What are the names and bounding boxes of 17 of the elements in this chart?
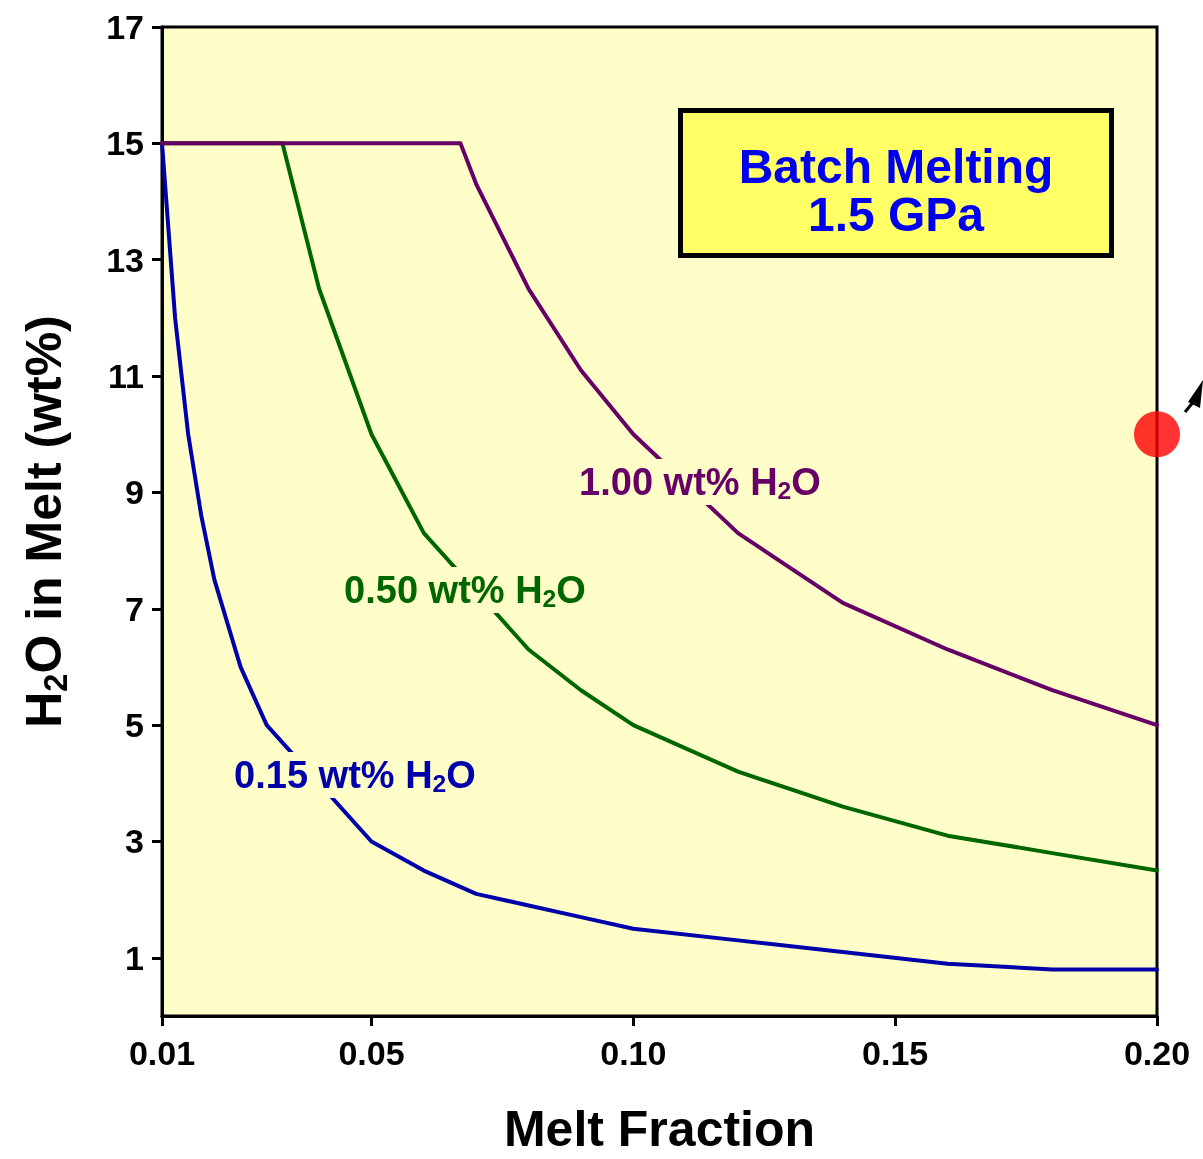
x-tick-label: 0.15 [862,1034,929,1072]
x-tick-label: 0.20 [1123,1034,1191,1072]
y-axis-title: H2O in Melt (wt%) [16,315,74,728]
y-tick-label: 1 [125,938,144,977]
line-series [160,141,1159,728]
y-tick-label: 17 [106,8,144,46]
y-tick-label: 11 [108,357,144,396]
y-tick-label: 7 [125,589,144,628]
x-tick-label: 0.05 [338,1034,405,1072]
y-tick-label: 13 [106,240,144,279]
y-tick-label: 5 [125,706,144,745]
x-tick-label: 0.10 [600,1034,667,1072]
y-tick-label: 15 [106,124,144,163]
y-tick-label: 9 [125,473,144,512]
y-tick-label: 3 [125,822,144,861]
x-tick-label: 0.01 [128,1034,196,1072]
x-axis-title: Melt Fraction [503,1101,816,1157]
